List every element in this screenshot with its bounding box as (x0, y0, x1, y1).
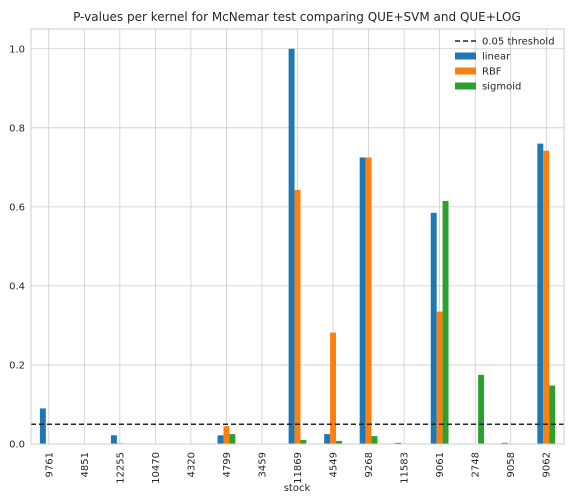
plot-area: 0.0 0.2 0.4 0.6 0.8 1.0 9761 4851 12255 10470 4320… (9, 28, 565, 484)
legend-threshold-label: 0.05 threshold (482, 37, 555, 48)
x-tick-label: 4851 (80, 452, 91, 477)
legend-sigmoid-swatch (455, 82, 476, 90)
x-tick-label: 9761 (44, 452, 55, 477)
plot-border (30, 28, 565, 445)
bar-linear-9061 (430, 212, 437, 444)
y-tick-label: 0.4 (9, 281, 25, 292)
bar-linear-12255 (110, 435, 117, 444)
legend-linear-swatch (455, 52, 476, 60)
x-tick-label: 11583 (400, 452, 411, 484)
x-axis-label: stock (284, 483, 311, 494)
bar-sigmoid-9062 (549, 385, 556, 444)
x-tick-label: 4549 (329, 452, 340, 477)
y-tick-label: 0.0 (9, 440, 25, 451)
bar-linear-9058 (501, 442, 508, 444)
x-tick-label: 12255 (115, 452, 126, 484)
bar-sigmoid-9268 (371, 436, 378, 444)
legend: 0.05 threshold linear RBF sigmoid (455, 37, 555, 93)
x-tick-label: 9058 (506, 452, 517, 477)
legend-linear-label: linear (482, 52, 511, 63)
y-tick-label: 0.8 (9, 123, 25, 134)
bar-sigmoid-9061 (442, 200, 449, 444)
x-tick-label: 9061 (435, 452, 446, 477)
legend-RBF-swatch (455, 67, 476, 75)
x-tick-label: 4320 (186, 452, 197, 477)
bar-linear-11583 (395, 442, 402, 444)
bar-linear-4549 (324, 434, 331, 444)
bar-linear-11869 (288, 48, 295, 445)
bar-linear-4799 (217, 435, 224, 444)
bar-RBF-4549 (330, 332, 336, 444)
bar-sigmoid-4799 (229, 434, 236, 444)
legend-RBF-label: RBF (482, 67, 502, 78)
x-tick-label: 10470 (151, 452, 162, 484)
x-tick-label: 4799 (222, 452, 233, 477)
x-tick-label: 11869 (293, 452, 304, 484)
x-tick-label: 3459 (257, 452, 268, 477)
bar-sigmoid-4549 (335, 440, 342, 444)
bar-RBF-9061 (436, 311, 443, 444)
bar-linear-9062 (537, 143, 544, 444)
bar-sigmoid-2748 (478, 374, 485, 444)
y-tick-label: 0.2 (9, 360, 25, 371)
x-tick-label: 9062 (542, 452, 553, 477)
bar-RBF-4799 (223, 426, 230, 444)
y-tick-label: 0.6 (9, 202, 25, 213)
bar-RBF-9268 (365, 157, 372, 444)
bar-RBF-11869 (294, 189, 301, 444)
x-tick-label: 9268 (364, 452, 375, 477)
bar-linear-9268 (359, 157, 366, 444)
bar-linear-9761 (39, 408, 46, 444)
bar-sigmoid-11869 (300, 440, 307, 444)
bar-RBF-9062 (543, 150, 550, 444)
chart-title: P-values per kernel for McNemar test com… (73, 10, 521, 24)
x-tick-label: 2748 (471, 452, 482, 477)
legend-sigmoid-label: sigmoid (482, 82, 521, 93)
y-tick-label: 1.0 (9, 44, 25, 55)
